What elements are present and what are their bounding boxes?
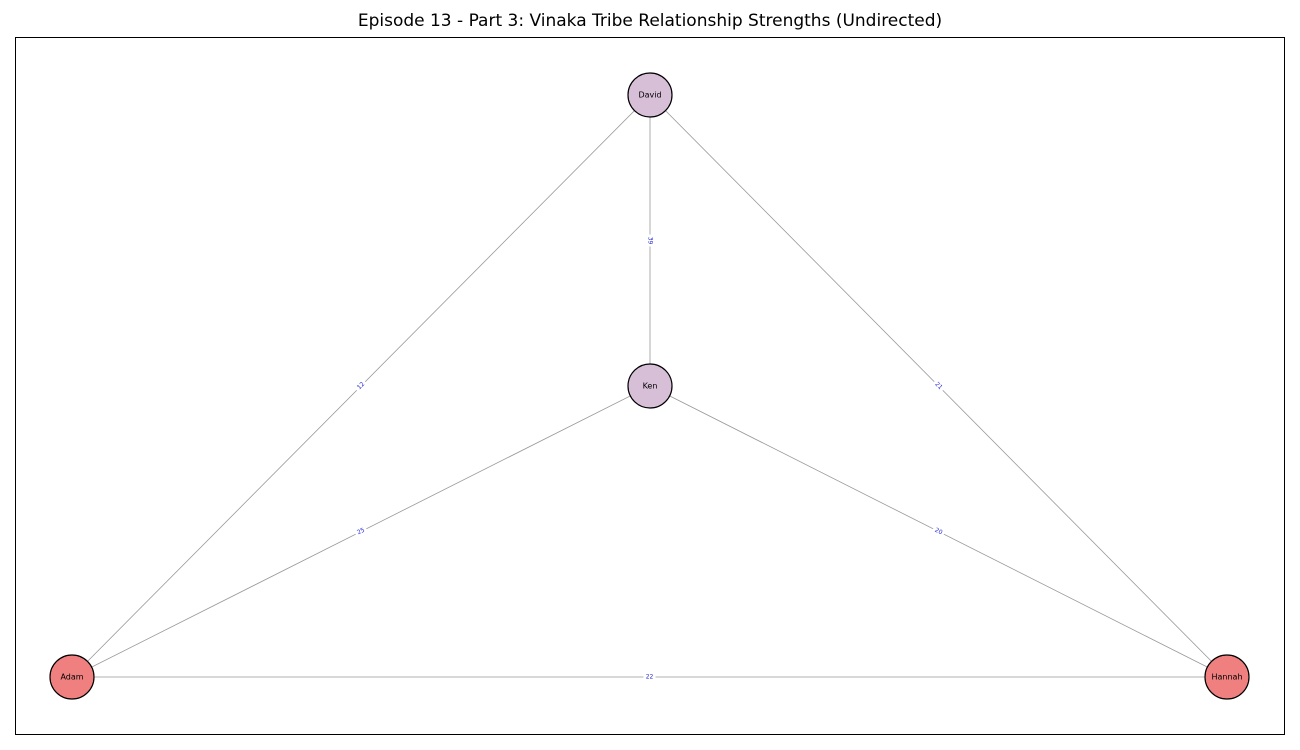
edge-weight-label: 25 xyxy=(356,527,366,537)
edge-label-ken-adam: 25 xyxy=(353,525,369,538)
node-label-david: David xyxy=(638,91,661,100)
node-label-adam: Adam xyxy=(60,673,83,682)
edge-label-background xyxy=(643,673,656,681)
node-ken: Ken xyxy=(627,363,673,409)
node-label-hannah: Hannah xyxy=(1211,673,1242,682)
edge-weight-label: 20 xyxy=(934,527,944,537)
edge-weight-label: 12 xyxy=(356,381,366,391)
edge-label-background xyxy=(931,378,946,394)
edge-label-background xyxy=(931,525,946,538)
edge-label-background xyxy=(353,525,369,538)
nodes-layer: David Ken Adam Hannah xyxy=(49,72,1250,700)
node-hannah: Hannah xyxy=(1204,654,1250,700)
edge-label-david-adam: 12 xyxy=(353,378,369,394)
node-circle-hannah xyxy=(1204,654,1250,700)
edge-weight-label: 39 xyxy=(647,237,654,245)
edge-label-ken-hannah: 20 xyxy=(931,525,946,538)
edge-label-adam-hannah: 22 xyxy=(643,673,656,681)
plot-frame xyxy=(15,37,1285,735)
edge-weight-label: 21 xyxy=(933,381,943,391)
node-david: David xyxy=(627,72,673,118)
node-circle-david xyxy=(627,72,673,118)
edge-labels-layer: 39 12 21 25 20 22 xyxy=(353,234,946,681)
node-adam: Adam xyxy=(49,654,95,700)
node-circle-ken xyxy=(627,363,673,409)
node-label-ken: Ken xyxy=(643,382,658,391)
edge-weight-label: 22 xyxy=(646,674,654,681)
edge-label-background xyxy=(353,378,369,394)
node-circle-adam xyxy=(49,654,95,700)
edge-label-david-ken: 39 xyxy=(646,234,654,247)
edge-label-david-hannah: 21 xyxy=(931,378,946,394)
edge-label-background xyxy=(646,234,654,247)
chart-title: Episode 13 - Part 3: Vinaka Tribe Relati… xyxy=(357,11,943,31)
